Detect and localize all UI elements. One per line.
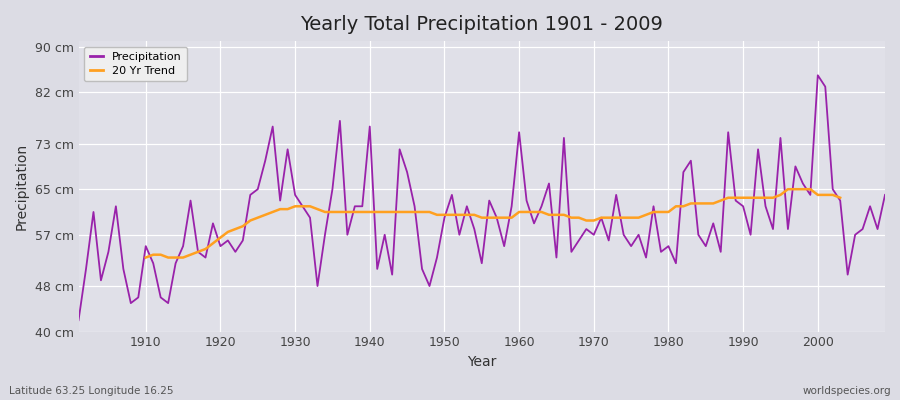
Precipitation	[133, 295, 144, 300]
Title: Yearly Total Precipitation 1901 - 2009: Yearly Total Precipitation 1901 - 2009	[301, 15, 663, 34]
X-axis label: Year: Year	[467, 355, 497, 369]
20 Yr Trend	[782, 187, 793, 192]
20 Yr Trend	[663, 210, 674, 214]
Text: Latitude 63.25 Longitude 16.25: Latitude 63.25 Longitude 16.25	[9, 386, 174, 396]
Precipitation	[73, 318, 84, 322]
Precipitation	[813, 73, 824, 78]
Precipitation	[879, 192, 890, 197]
Precipitation	[342, 232, 353, 237]
20 Yr Trend	[559, 212, 570, 217]
Precipitation	[514, 130, 525, 135]
Text: worldspecies.org: worldspecies.org	[803, 386, 891, 396]
20 Yr Trend	[140, 255, 151, 260]
Precipitation	[603, 238, 614, 243]
Legend: Precipitation, 20 Yr Trend: Precipitation, 20 Yr Trend	[84, 47, 187, 81]
Precipitation	[506, 204, 517, 209]
Line: Precipitation: Precipitation	[78, 75, 885, 320]
20 Yr Trend	[835, 195, 846, 200]
20 Yr Trend	[320, 210, 330, 214]
20 Yr Trend	[432, 212, 443, 217]
20 Yr Trend	[260, 212, 271, 217]
Line: 20 Yr Trend: 20 Yr Trend	[146, 189, 841, 258]
20 Yr Trend	[410, 210, 420, 214]
Y-axis label: Precipitation: Precipitation	[15, 143, 29, 230]
Precipitation	[297, 204, 308, 209]
